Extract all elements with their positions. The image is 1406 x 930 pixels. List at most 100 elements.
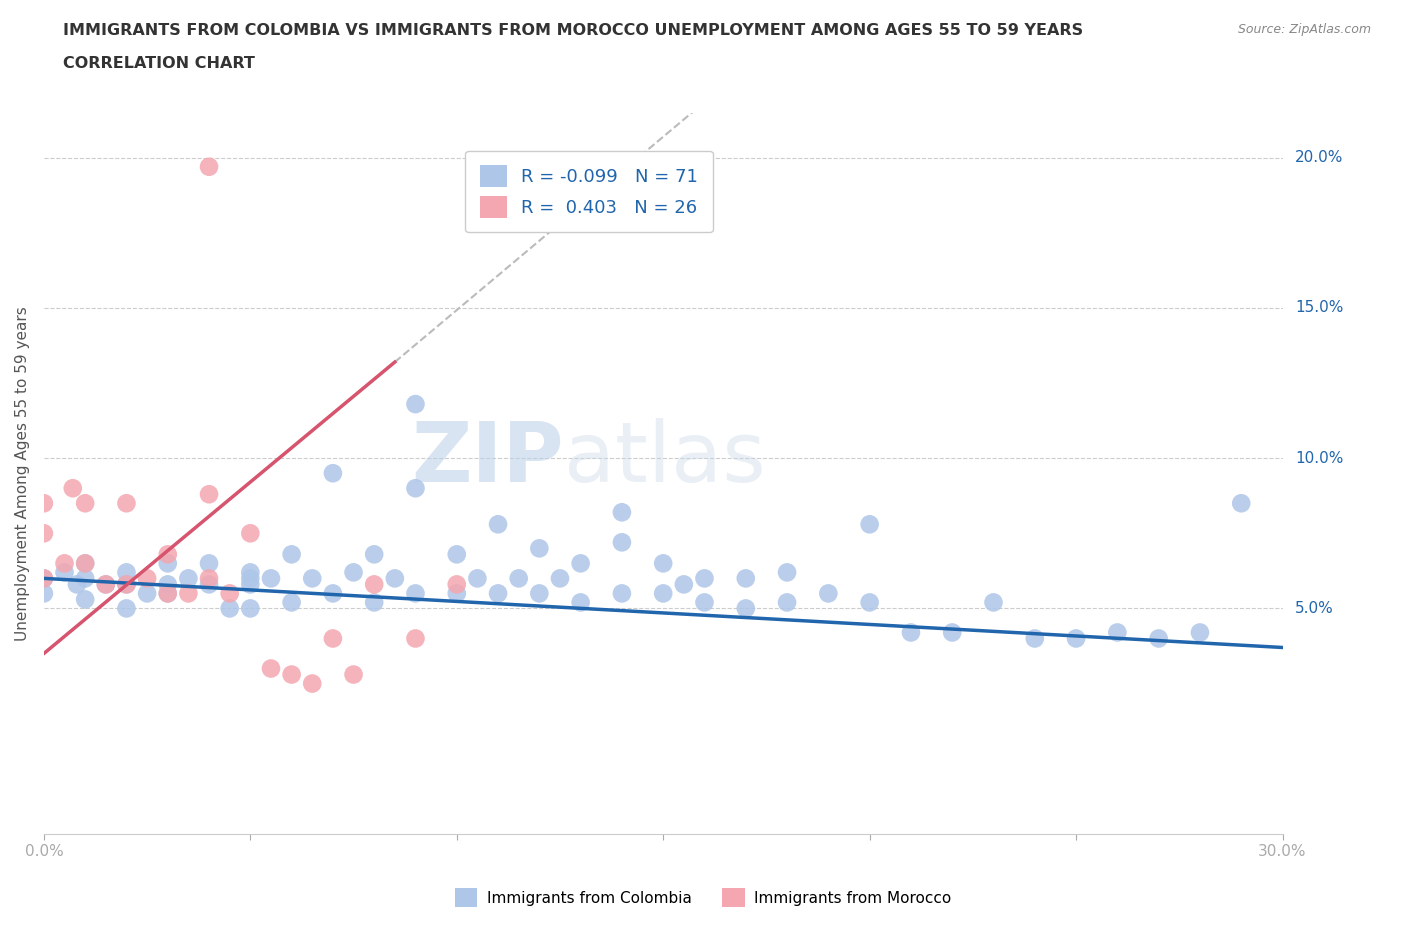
Point [652,556,675,571]
Point [363,577,385,591]
Point [136,586,159,601]
Point [859,595,882,610]
Point [115,601,138,616]
Point [260,571,283,586]
Point [280,547,302,562]
Point [900,625,922,640]
Text: ZIP: ZIP [412,418,564,499]
Point [983,595,1005,610]
Point [569,556,592,571]
Point [548,571,571,586]
Point [1147,631,1170,646]
Point [363,595,385,610]
Point [75,556,97,571]
Point [405,586,427,601]
Point [405,481,427,496]
Point [446,586,468,601]
Point [941,625,963,640]
Point [75,571,97,586]
Point [1230,496,1253,511]
Point [1064,631,1087,646]
Point [198,159,221,174]
Text: 5.0%: 5.0% [1295,601,1334,616]
Point [32,571,55,586]
Point [1188,625,1211,640]
Point [239,565,262,579]
Point [198,486,221,501]
Point [405,631,427,646]
Point [177,586,200,601]
Point [322,631,344,646]
Point [734,571,756,586]
Point [446,577,468,591]
Point [363,547,385,562]
Point [486,586,509,601]
Point [94,577,117,591]
Point [156,547,179,562]
Point [32,496,55,511]
Point [693,571,716,586]
Point [301,571,323,586]
Text: IMMIGRANTS FROM COLOMBIA VS IMMIGRANTS FROM MOROCCO UNEMPLOYMENT AMONG AGES 55 T: IMMIGRANTS FROM COLOMBIA VS IMMIGRANTS F… [63,23,1084,38]
Point [198,556,221,571]
Point [75,496,97,511]
Point [280,667,302,682]
Y-axis label: Unemployment Among Ages 55 to 59 years: Unemployment Among Ages 55 to 59 years [15,306,30,641]
Point [1024,631,1046,646]
Text: 20.0%: 20.0% [1295,151,1343,166]
Point [156,586,179,601]
Point [136,571,159,586]
Point [32,525,55,540]
Point [652,586,675,601]
Point [672,577,695,591]
Point [115,565,138,579]
Point [115,496,138,511]
Text: 10.0%: 10.0% [1295,451,1343,466]
Point [405,397,427,412]
Point [467,571,489,586]
Point [115,577,138,591]
Point [260,661,283,676]
Point [610,586,633,601]
Point [776,595,799,610]
Point [218,601,240,616]
Point [156,586,179,601]
Point [239,571,262,586]
Point [62,481,84,496]
Point [218,586,240,601]
Point [342,565,364,579]
Point [529,541,551,556]
Point [610,505,633,520]
Point [177,571,200,586]
Point [1107,625,1129,640]
Legend: R = -0.099   N = 71, R =  0.403   N = 26: R = -0.099 N = 71, R = 0.403 N = 26 [465,151,713,232]
Point [198,571,221,586]
Text: CORRELATION CHART: CORRELATION CHART [63,56,254,71]
Point [486,517,509,532]
Point [156,556,179,571]
Point [32,586,55,601]
Point [446,547,468,562]
Point [859,517,882,532]
Point [508,571,530,586]
Point [156,577,179,591]
Text: Source: ZipAtlas.com: Source: ZipAtlas.com [1237,23,1371,36]
Legend: Immigrants from Colombia, Immigrants from Morocco: Immigrants from Colombia, Immigrants fro… [449,883,957,913]
Point [94,577,117,591]
Point [239,525,262,540]
Point [301,676,323,691]
Point [734,601,756,616]
Point [322,586,344,601]
Point [75,556,97,571]
Text: 15.0%: 15.0% [1295,300,1343,315]
Text: atlas: atlas [564,418,766,499]
Point [384,571,406,586]
Point [239,577,262,591]
Point [776,565,799,579]
Point [115,577,138,591]
Point [239,601,262,616]
Point [53,556,76,571]
Point [198,577,221,591]
Point [32,571,55,586]
Point [610,535,633,550]
